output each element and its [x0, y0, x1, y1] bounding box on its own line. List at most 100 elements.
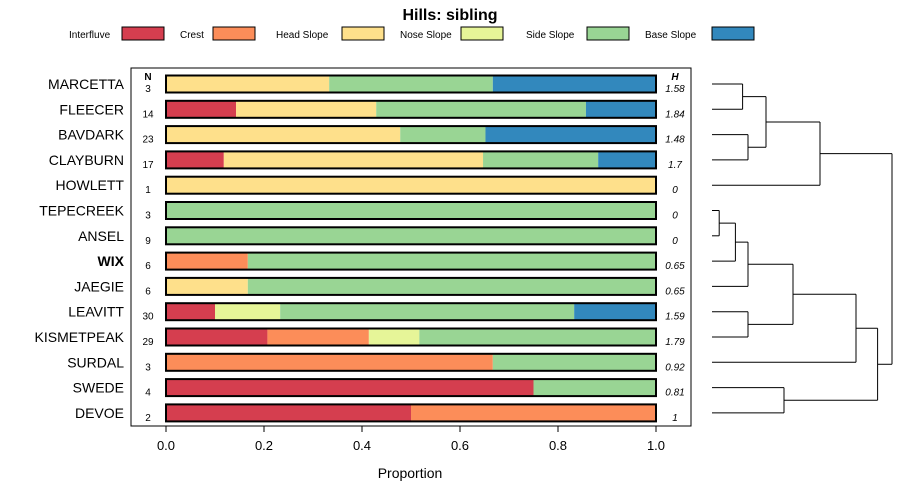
row-n-value: 2 — [145, 413, 151, 424]
bar-outline — [165, 403, 657, 423]
row-label: LEAVITT — [68, 304, 124, 320]
bar-segment-base-slope — [598, 151, 656, 169]
x-tick-label: 0.0 — [157, 438, 175, 453]
row-label: SURDAL — [67, 354, 124, 370]
row-h-value: 0 — [672, 236, 678, 247]
legend-label-crest: Crest — [180, 30, 204, 41]
row-wix: WIX 6 0.65 — [98, 251, 685, 272]
bar-segment-head-slope — [166, 176, 656, 194]
bar-segment-head-slope — [166, 277, 248, 295]
bar-outline — [165, 175, 657, 195]
x-tick-label: 0.2 — [255, 438, 273, 453]
legend-label-base-slope: Base Slope — [645, 30, 697, 41]
bar-segment-interfluve — [166, 151, 224, 169]
n-column-header: N — [144, 72, 151, 83]
legend-label-head-slope: Head Slope — [276, 30, 329, 41]
row-devoe: DEVOE 2 1 — [75, 403, 678, 424]
row-n-value: 3 — [145, 362, 151, 373]
bar-segment-side-slope — [376, 100, 586, 118]
row-n-value: 17 — [142, 160, 154, 171]
chart-title: Hills: sibling — [402, 7, 497, 24]
row-fleecer: FLEECER 14 1.84 — [59, 99, 685, 120]
row-h-value: 1.84 — [665, 109, 685, 120]
bar-segment-interfluve — [166, 379, 534, 397]
x-axis: 0.0 0.2 0.4 0.6 0.8 1.0 — [157, 426, 665, 453]
row-n-value: 1 — [145, 185, 151, 196]
row-surdal: SURDAL 3 0.92 — [67, 352, 685, 373]
row-n-value: 3 — [145, 211, 151, 222]
row-clayburn: CLAYBURN 17 1.7 — [49, 150, 682, 171]
bar-segment-base-slope — [485, 126, 656, 144]
bar-segment-crest — [166, 252, 248, 270]
bar-segment-side-slope — [419, 328, 656, 346]
bar-outline — [165, 251, 657, 271]
bar-segment-crest — [411, 404, 656, 422]
bar-segment-side-slope — [533, 379, 656, 397]
row-h-value: 0.65 — [665, 286, 685, 297]
row-h-value: 1.79 — [665, 337, 685, 348]
bar-outline — [165, 327, 657, 347]
h-column-header: H — [671, 72, 679, 83]
bar-segment-side-slope — [400, 126, 486, 144]
bar-segment-nose-slope — [368, 328, 420, 346]
row-leavitt: LEAVITT 30 1.59 — [68, 302, 685, 323]
row-h-value: 1.58 — [665, 84, 685, 95]
legend-swatch-base-slope — [711, 26, 755, 41]
row-kismetpeak: KISMETPEAK 29 1.79 — [35, 327, 685, 348]
legend-swatch-crest — [212, 26, 256, 41]
row-label: WIX — [98, 253, 125, 269]
x-axis-title: Proportion — [378, 465, 443, 481]
bar-segment-side-slope — [280, 303, 575, 321]
row-n-value: 4 — [145, 388, 151, 399]
row-h-value: 1.59 — [665, 312, 685, 323]
bar-outline — [165, 352, 657, 372]
row-n-value: 23 — [142, 135, 154, 146]
row-n-value: 6 — [145, 286, 151, 297]
row-n-value: 9 — [145, 236, 151, 247]
row-label: SWEDE — [73, 380, 124, 396]
x-tick-label: 0.4 — [353, 438, 371, 453]
row-label: JAEGIE — [74, 278, 124, 294]
bar-segment-side-slope — [483, 151, 599, 169]
bar-segment-head-slope — [166, 126, 401, 144]
bar-segment-interfluve — [166, 404, 411, 422]
row-h-value: 0 — [672, 185, 678, 196]
row-label: MARCETTA — [48, 76, 125, 92]
legend-swatch-interfluve — [121, 26, 165, 41]
x-tick-label: 1.0 — [647, 438, 665, 453]
row-h-value: 1.7 — [668, 160, 682, 171]
row-n-value: 3 — [145, 84, 151, 95]
legend-swatch-nose-slope — [460, 26, 504, 41]
row-n-value: 29 — [142, 337, 154, 348]
row-swede: SWEDE 4 0.81 — [73, 378, 685, 399]
row-n-value: 30 — [142, 312, 154, 323]
row-howlett: HOWLETT 1 0 — [56, 175, 678, 196]
legend-label-nose-slope: Nose Slope — [400, 30, 452, 41]
row-bavdark: BAVDARK 23 1.48 — [58, 125, 685, 146]
row-n-value: 6 — [145, 261, 151, 272]
legend-label-side-slope: Side Slope — [526, 30, 575, 41]
row-h-value: 1 — [672, 413, 678, 424]
row-h-value: 0.65 — [665, 261, 685, 272]
bar-segment-side-slope — [247, 277, 656, 295]
row-h-value: 0.92 — [665, 362, 685, 373]
bar-segment-crest — [267, 328, 369, 346]
x-tick-label: 0.8 — [549, 438, 567, 453]
row-ansel: ANSEL 9 0 — [78, 226, 678, 247]
row-marcetta: MARCETTA 3 1.58 — [48, 74, 685, 95]
row-label: HOWLETT — [56, 177, 125, 193]
bar-outline — [165, 226, 657, 246]
legend: Interfluve Crest Head Slope Nose Slope Side … — [69, 26, 755, 41]
bar-outline — [165, 150, 657, 170]
bar-outline — [165, 276, 657, 296]
row-label: FLEECER — [59, 101, 124, 117]
bar-segment-crest — [166, 353, 493, 371]
bar-segment-base-slope — [492, 75, 656, 93]
bar-segment-nose-slope — [215, 303, 281, 321]
row-tepecreek: TEPECREEK 3 0 — [39, 201, 678, 222]
bar-segment-side-slope — [247, 252, 656, 270]
legend-swatch-side-slope — [586, 26, 630, 41]
bar-segment-head-slope — [166, 75, 330, 93]
